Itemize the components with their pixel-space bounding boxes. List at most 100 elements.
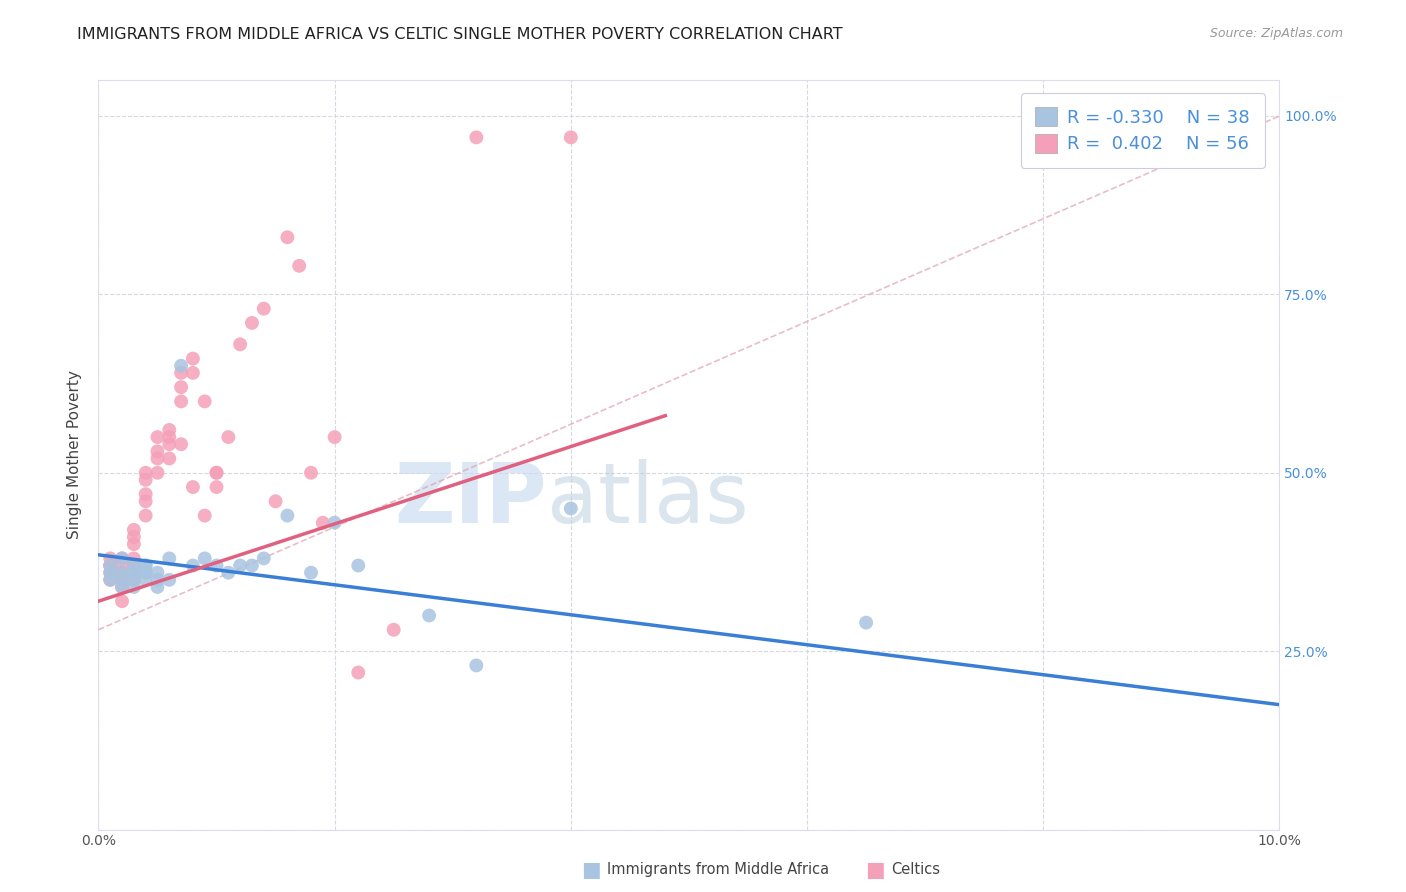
- Point: [465, 130, 488, 145]
- Point: [205, 558, 228, 573]
- Point: [122, 566, 145, 580]
- Point: [181, 558, 204, 573]
- Point: [157, 451, 180, 466]
- Point: [135, 558, 157, 573]
- Point: [194, 508, 217, 523]
- Point: [111, 551, 134, 566]
- Point: [122, 573, 145, 587]
- Point: [146, 444, 169, 458]
- Point: [157, 551, 180, 566]
- Point: [855, 615, 877, 630]
- Legend: R = -0.330    N = 38, R =  0.402    N = 56: R = -0.330 N = 38, R = 0.402 N = 56: [1021, 93, 1264, 168]
- Point: [111, 573, 134, 587]
- Point: [146, 466, 169, 480]
- Text: Immigrants from Middle Africa: Immigrants from Middle Africa: [607, 863, 830, 877]
- Point: [181, 351, 204, 366]
- Text: ■: ■: [865, 860, 884, 880]
- Text: atlas: atlas: [547, 459, 749, 541]
- Point: [146, 451, 169, 466]
- Point: [299, 566, 322, 580]
- Point: [205, 466, 228, 480]
- Point: [122, 558, 145, 573]
- Point: [157, 423, 180, 437]
- Point: [157, 437, 180, 451]
- Point: [276, 508, 298, 523]
- Point: [264, 494, 287, 508]
- Point: [347, 665, 370, 680]
- Point: [146, 430, 169, 444]
- Point: [323, 516, 346, 530]
- Point: [111, 580, 134, 594]
- Point: [135, 466, 157, 480]
- Point: [229, 337, 252, 351]
- Point: [111, 580, 134, 594]
- Point: [170, 380, 193, 394]
- Point: [122, 573, 145, 587]
- Point: [98, 566, 121, 580]
- Point: [111, 558, 134, 573]
- Point: [170, 437, 193, 451]
- Point: [240, 316, 263, 330]
- Text: Source: ZipAtlas.com: Source: ZipAtlas.com: [1209, 27, 1343, 40]
- Text: ■: ■: [581, 860, 600, 880]
- Point: [98, 558, 121, 573]
- Point: [98, 573, 121, 587]
- Point: [240, 558, 263, 573]
- Point: [194, 551, 217, 566]
- Point: [217, 566, 239, 580]
- Point: [170, 394, 193, 409]
- Point: [205, 466, 228, 480]
- Point: [229, 558, 252, 573]
- Point: [122, 566, 145, 580]
- Point: [418, 608, 440, 623]
- Text: Celtics: Celtics: [891, 863, 941, 877]
- Point: [181, 366, 204, 380]
- Point: [382, 623, 405, 637]
- Point: [98, 551, 121, 566]
- Point: [135, 566, 157, 580]
- Point: [111, 594, 134, 608]
- Point: [157, 573, 180, 587]
- Point: [111, 573, 134, 587]
- Point: [122, 580, 145, 594]
- Point: [135, 566, 157, 580]
- Point: [146, 566, 169, 580]
- Point: [122, 523, 145, 537]
- Point: [253, 551, 276, 566]
- Point: [135, 558, 157, 573]
- Point: [146, 580, 169, 594]
- Point: [98, 573, 121, 587]
- Point: [560, 501, 582, 516]
- Point: [217, 430, 239, 444]
- Point: [170, 359, 193, 373]
- Text: ZIP: ZIP: [395, 459, 547, 541]
- Point: [135, 494, 157, 508]
- Point: [111, 566, 134, 580]
- Point: [122, 537, 145, 551]
- Y-axis label: Single Mother Poverty: Single Mother Poverty: [67, 370, 83, 540]
- Point: [312, 516, 335, 530]
- Point: [135, 573, 157, 587]
- Point: [122, 558, 145, 573]
- Point: [111, 551, 134, 566]
- Point: [194, 394, 217, 409]
- Point: [111, 566, 134, 580]
- Point: [135, 508, 157, 523]
- Point: [122, 530, 145, 544]
- Point: [98, 566, 121, 580]
- Point: [560, 130, 582, 145]
- Point: [146, 573, 169, 587]
- Point: [347, 558, 370, 573]
- Point: [181, 480, 204, 494]
- Point: [170, 366, 193, 380]
- Point: [98, 558, 121, 573]
- Point: [205, 480, 228, 494]
- Point: [288, 259, 311, 273]
- Text: IMMIGRANTS FROM MIDDLE AFRICA VS CELTIC SINGLE MOTHER POVERTY CORRELATION CHART: IMMIGRANTS FROM MIDDLE AFRICA VS CELTIC …: [77, 27, 844, 42]
- Point: [465, 658, 488, 673]
- Point: [157, 430, 180, 444]
- Point: [98, 558, 121, 573]
- Point: [323, 430, 346, 444]
- Point: [135, 487, 157, 501]
- Point: [276, 230, 298, 244]
